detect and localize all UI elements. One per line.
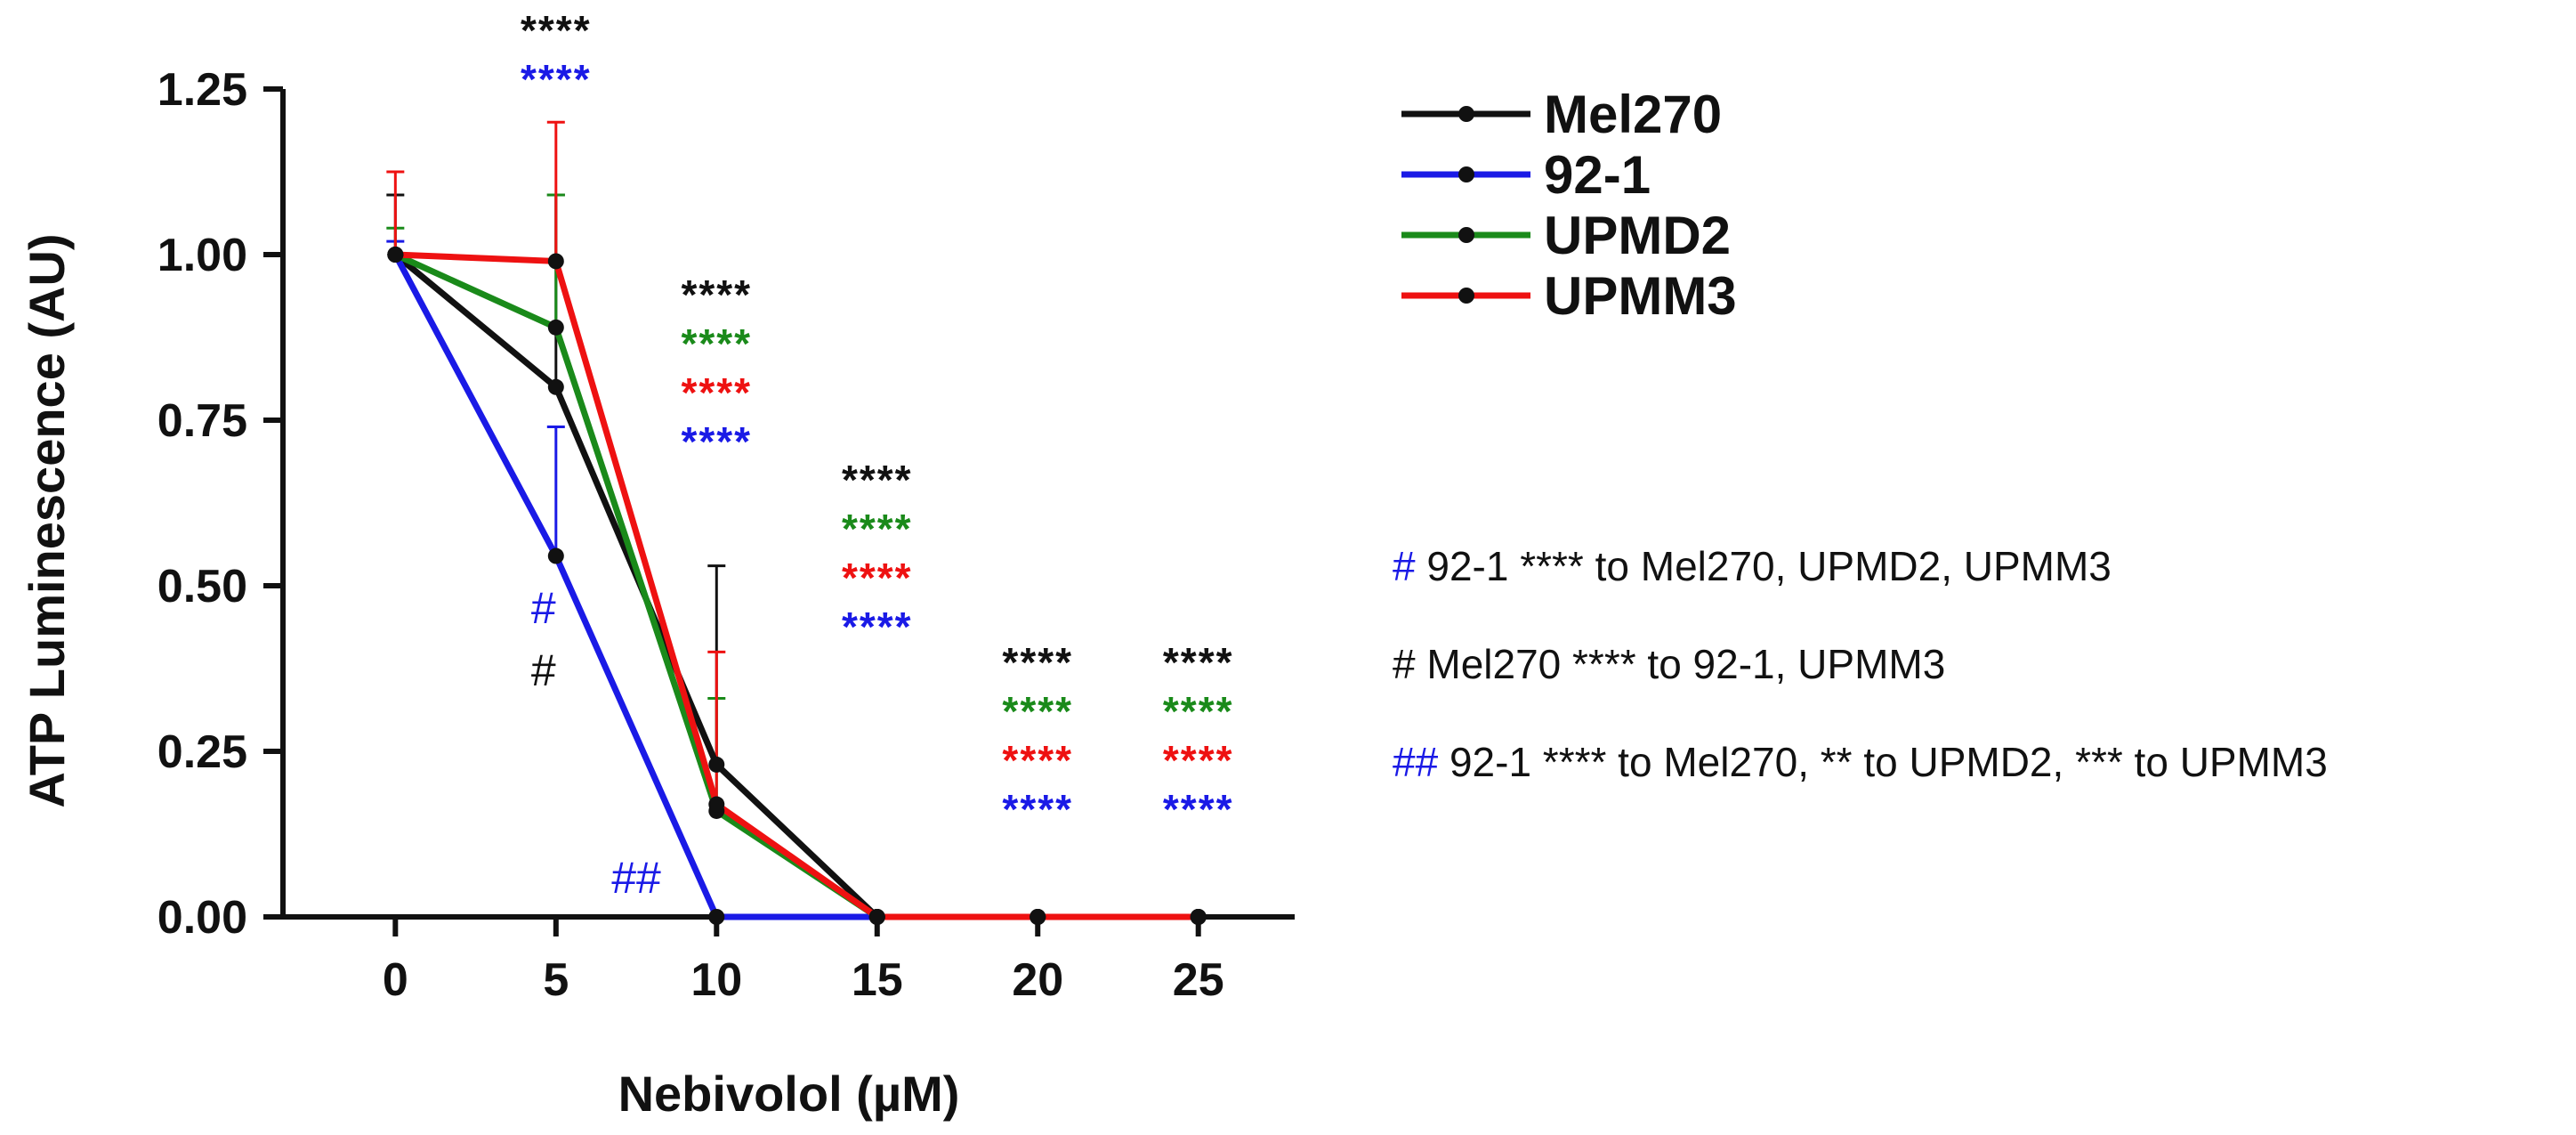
data-point — [1190, 909, 1207, 925]
legend-label: Mel270 — [1544, 85, 1722, 144]
footnote-text: 92-1 **** to Mel270, UPMD2, UPMM3 — [1426, 543, 2112, 589]
significance-stars: **** — [842, 604, 913, 650]
legend-label: UPMM3 — [1544, 266, 1737, 326]
data-point — [387, 247, 404, 263]
hash-marker: # — [531, 645, 556, 695]
footnote-mark: ## — [1393, 739, 1450, 785]
significance-stars: **** — [681, 320, 752, 367]
y-tick-label: 0.25 — [157, 726, 247, 778]
x-tick-label: 15 — [852, 954, 903, 1006]
series-line-Mel270 — [393, 252, 1199, 920]
significance-stars: **** — [521, 7, 592, 53]
significance-stars: **** — [842, 457, 913, 503]
x-tick-label: 25 — [1173, 954, 1224, 1006]
significance-stars: **** — [1002, 639, 1073, 685]
series-lines — [392, 251, 1199, 920]
x-axis-title: Nebivolol (µM) — [618, 1066, 960, 1122]
series-line-UPMM3 — [395, 251, 1199, 920]
significance-stars: **** — [681, 418, 752, 465]
legend-marker — [1458, 106, 1474, 122]
axes: 0.00 0.25 0.50 0.75 1.00 1.25 0 5 10 15 20 25 Nebivo… — [19, 64, 1295, 1122]
hash-marker: ## — [611, 853, 661, 903]
significance-stars: **** — [1163, 639, 1234, 685]
significance-stars: **** — [1163, 737, 1234, 783]
footnote-mark: # — [1393, 641, 1426, 687]
significance-stars: **** — [521, 56, 592, 102]
data-point — [547, 319, 564, 336]
footnote-mark: # — [1393, 543, 1426, 589]
x-tick-label: 5 — [543, 954, 569, 1006]
y-tick-label: 1.25 — [157, 64, 247, 116]
x-tick-label: 10 — [690, 954, 742, 1006]
footnote: # Mel270 **** to 92-1, UPMM3 — [1393, 641, 1945, 687]
significance-stars: **** — [1002, 786, 1073, 832]
y-tick-label: 0.50 — [157, 561, 247, 612]
significance-stars: **** — [1002, 737, 1073, 783]
data-point — [868, 909, 885, 925]
y-tick-label: 1.00 — [157, 230, 247, 281]
data-points — [387, 247, 1207, 925]
significance-stars: **** — [842, 555, 913, 601]
legend-marker — [1458, 288, 1474, 304]
significance-stars: **** — [681, 369, 752, 416]
data-point — [547, 547, 564, 564]
footnotes: # 92-1 **** to Mel270, UPMD2, UPMM3# Mel… — [1393, 543, 2328, 785]
y-tick-label: 0.75 — [157, 395, 247, 447]
legend-marker — [1458, 227, 1474, 243]
data-point — [547, 253, 564, 270]
x-tick-label: 20 — [1012, 954, 1063, 1006]
legend-label: 92-1 — [1544, 145, 1651, 205]
significance-stars: **** — [842, 506, 913, 552]
significance-stars: **** — [1163, 688, 1234, 734]
footnote-text: 92-1 **** to Mel270, ** to UPMD2, *** to… — [1450, 739, 2328, 785]
error-bars — [386, 120, 726, 811]
data-point — [708, 909, 725, 925]
significance-stars: **** — [1163, 786, 1234, 832]
data-point — [1030, 909, 1046, 925]
footnote: # 92-1 **** to Mel270, UPMD2, UPMM3 — [1393, 543, 2112, 589]
significance-annotations: ****************************************… — [521, 7, 1234, 903]
data-point — [708, 756, 725, 773]
significance-stars: **** — [681, 272, 752, 318]
footnote: ## 92-1 **** to Mel270, ** to UPMD2, ***… — [1393, 739, 2328, 785]
hash-marker: # — [531, 583, 556, 633]
legend-marker — [1458, 166, 1474, 182]
y-axis-title: ATP Luminescence (AU) — [19, 233, 75, 807]
footnote-text: Mel270 **** to 92-1, UPMM3 — [1426, 641, 1945, 687]
significance-stars: **** — [1002, 688, 1073, 734]
data-point — [708, 796, 725, 813]
x-tick-label: 0 — [383, 954, 408, 1006]
data-point — [547, 378, 564, 395]
y-tick-label: 0.00 — [157, 892, 247, 944]
legend-label: UPMD2 — [1544, 206, 1731, 265]
